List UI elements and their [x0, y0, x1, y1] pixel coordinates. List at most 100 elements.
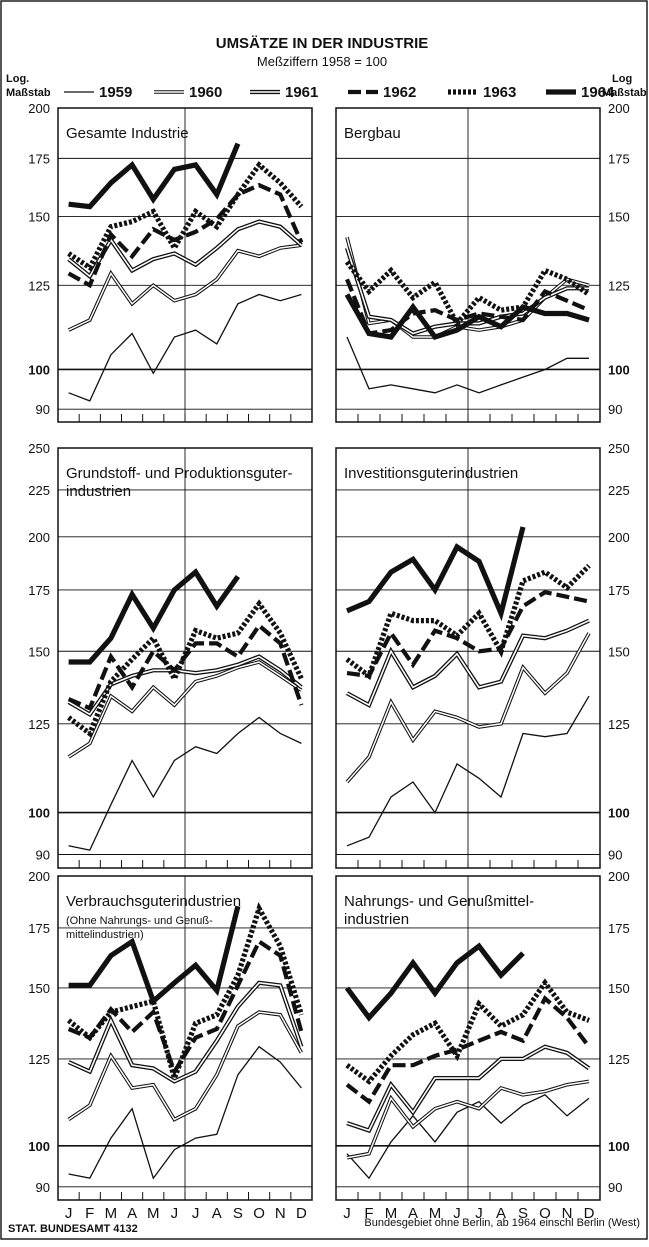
month-label-M-4: M: [147, 1205, 160, 1222]
panel-note-line-2: mittelindustrien): [66, 929, 144, 941]
legend-item-1961: 1961: [250, 84, 318, 101]
y-tick-label-150: 150: [28, 644, 50, 659]
series-path-1962: [345, 995, 591, 1105]
series-line-1964: [68, 905, 241, 1006]
legend-label-1963: 1963: [483, 84, 516, 101]
series-line-1960: [346, 1079, 590, 1160]
month-label-A-3: A: [127, 1205, 137, 1222]
y-tick-label-100: 100: [608, 362, 630, 377]
legend-label-1959: 1959: [99, 84, 132, 101]
y-tick-label-175: 175: [28, 583, 50, 598]
panel-title: Investitionsguterindustrien: [344, 465, 518, 482]
series-path-1964: [68, 905, 241, 1006]
series-line-1962: [67, 182, 304, 289]
month-label-A-3: A: [408, 1205, 418, 1222]
chart-panels: 90 100 125 150 175 200 Gesamte Industrie 90 100 1…: [28, 101, 630, 1201]
series-path-1959: [68, 1045, 302, 1180]
series-line-1963: [344, 260, 591, 328]
series-path-1963: [66, 902, 304, 1087]
series-path-1964: [345, 526, 526, 622]
series-path-1962: [67, 182, 304, 289]
y-tick-label-100: 100: [608, 1139, 630, 1154]
legend-item-1960: 1960: [154, 84, 222, 101]
y-tick-label-150: 150: [608, 644, 630, 659]
series-path-1962: [346, 589, 590, 679]
panel-title: Bergbau: [344, 125, 401, 142]
legend-label-1962: 1962: [383, 84, 416, 101]
series-path-1964: [344, 293, 590, 341]
series-line-1959: [68, 716, 302, 851]
legend: 1959 1960 1961 1962 1963 1964: [64, 84, 615, 101]
y-tick-label-200: 200: [28, 869, 50, 884]
month-label-O-9: O: [539, 1205, 551, 1222]
y-tick-label-250: 250: [28, 441, 50, 456]
panel-title-line-2: industrien: [66, 483, 131, 500]
month-label-J-0: J: [343, 1205, 351, 1222]
series-line-1961: [67, 219, 303, 280]
y-tick-label-125: 125: [28, 278, 50, 293]
series-line-1963: [67, 599, 304, 738]
y-tick-label-200: 200: [28, 101, 50, 116]
scale-label-left-2: Maßstab: [6, 87, 51, 99]
panel-title-line-2: industrien: [344, 911, 409, 928]
series-line-1964: [68, 142, 241, 210]
month-label-A-7: A: [212, 1205, 222, 1222]
series-line-1964: [68, 568, 241, 665]
series-path-1959: [346, 695, 590, 847]
series-path-1964: [68, 142, 241, 210]
y-tick-label-175: 175: [608, 151, 630, 166]
month-label-J-5: J: [171, 1205, 179, 1222]
y-tick-label-200: 200: [608, 530, 630, 545]
panel-gesamte-industrie: 90 100 125 150 175 200 Gesamte Industrie: [28, 101, 313, 423]
scale-label-right-1: Log: [612, 73, 632, 85]
month-label-F-1: F: [85, 1205, 94, 1222]
series-path-1961: [346, 619, 590, 707]
y-tick-label-125: 125: [608, 717, 630, 732]
series-path-1963: [345, 563, 591, 681]
scale-label-left-1: Log.: [6, 73, 29, 85]
panel-title: Nahrungs- und Genußmittel-: [344, 893, 534, 910]
series-line-1959: [346, 695, 590, 847]
series-line-1960: [67, 243, 302, 332]
y-tick-label-200: 200: [28, 530, 50, 545]
series-line-1963: [345, 563, 591, 681]
y-tick-label-225: 225: [28, 483, 50, 498]
month-label-F-1: F: [364, 1205, 373, 1222]
month-label-D-11: D: [584, 1205, 595, 1222]
y-tick-label-175: 175: [28, 921, 50, 936]
month-label-J-5: J: [453, 1205, 461, 1222]
y-tick-label-250: 250: [608, 441, 630, 456]
y-tick-label-125: 125: [28, 1052, 50, 1067]
y-tick-label-125: 125: [28, 717, 50, 732]
series-line-1959: [68, 1045, 302, 1180]
series-path-1960: [68, 244, 302, 331]
y-tick-label-150: 150: [608, 210, 630, 225]
series-line-1960: [345, 632, 591, 784]
legend-label-1961: 1961: [285, 84, 318, 101]
series-path-1959: [68, 716, 302, 851]
month-label-D-11: D: [296, 1205, 307, 1222]
series-line-1963: [345, 978, 590, 1085]
series-line-1962: [67, 622, 304, 711]
month-label-S-8: S: [233, 1205, 243, 1222]
panel-verbrauchsguterindustrien: 90 100 125 150 175 200 Verbrauchsguterindustri…: [28, 869, 313, 1201]
series-line-1961: [67, 654, 303, 718]
series-path-1963: [344, 260, 591, 328]
y-tick-label-125: 125: [608, 278, 630, 293]
series-line-1960: [67, 1010, 303, 1122]
series-path-1959: [68, 293, 302, 402]
series-path-1963: [67, 161, 304, 272]
legend-item-1962: 1962: [348, 84, 416, 101]
series-line-1960: [67, 660, 303, 759]
y-tick-label-90: 90: [608, 402, 622, 417]
month-label-M-4: M: [429, 1205, 442, 1222]
panel-bergbau: 90 100 125 150 175 200 Bergbau: [335, 101, 630, 423]
series-line-1964: [344, 942, 525, 1022]
y-tick-label-100: 100: [28, 1139, 50, 1154]
month-label-N-10: N: [562, 1205, 573, 1222]
chart-title: UMSÄTZE IN DER INDUSTRIE: [216, 35, 429, 52]
series-path-1963: [67, 599, 304, 738]
series-path-1964: [344, 942, 525, 1022]
